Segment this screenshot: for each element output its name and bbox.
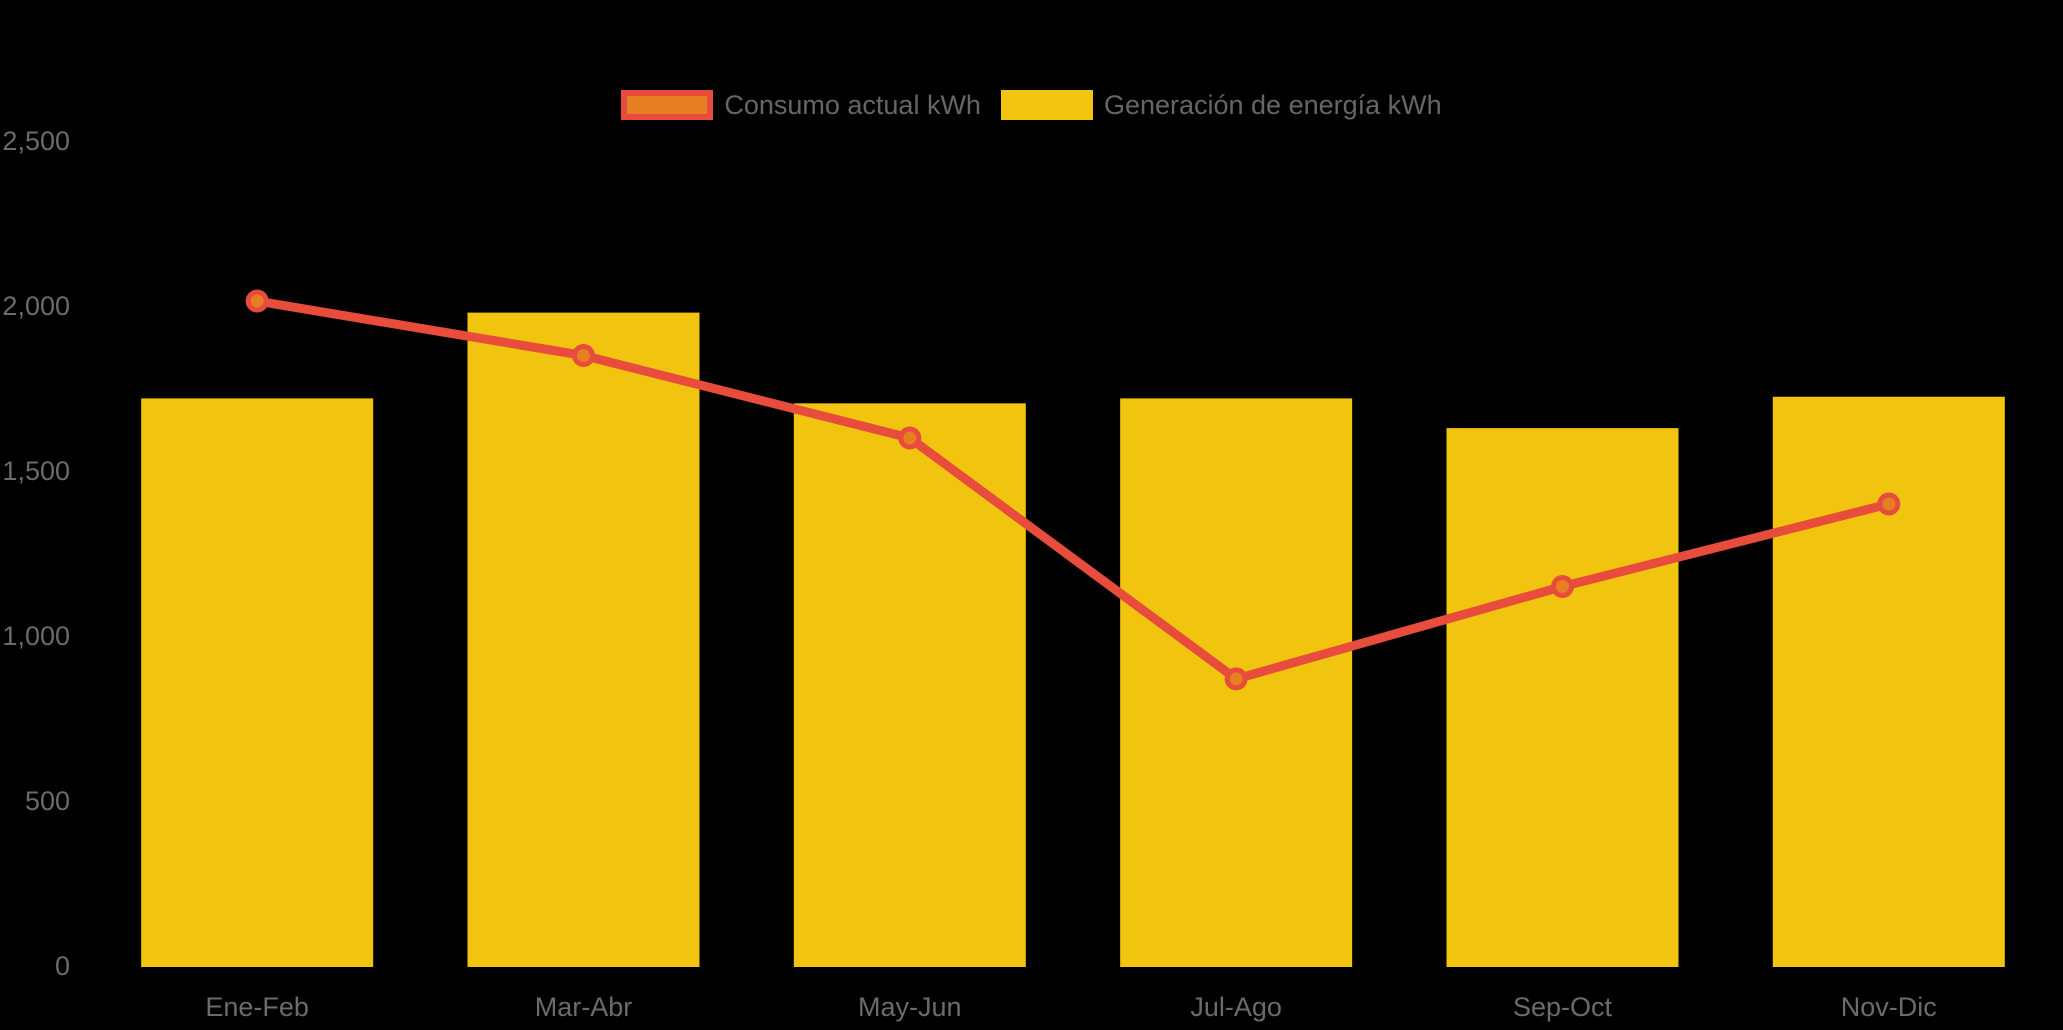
bar-sep-oct[interactable] [1446,428,1679,968]
data-point-may-jun[interactable] [898,426,922,450]
legend-label-generacion: Generación de energía kWh [1103,90,1442,120]
data-point-jul-ago[interactable] [1224,667,1248,691]
legend-swatch-generacion [1000,90,1093,120]
chart-legend: Consumo actual kWh Generación de energía… [0,90,2063,120]
x-axis-tick-label: May-Jun [858,992,962,1022]
y-axis-tick-label: 2,000 [2,291,70,321]
bar-nov-dic[interactable] [1772,396,2005,967]
data-point-mar-abr[interactable] [571,344,595,367]
data-point-nov-dic[interactable] [1877,492,1901,516]
legend-label-consumo: Consumo actual kWh [724,90,981,120]
x-axis-tick-label: Ene-Feb [205,992,309,1022]
bar-mar-abr[interactable] [467,312,700,968]
y-axis-tick-label: 2,500 [2,126,70,156]
y-axis-tick-label: 1,500 [2,456,70,486]
consumo-line [252,296,1894,684]
y-axis-tick-label: 500 [25,786,70,816]
legend-item-generacion[interactable]: Generación de energía kWh [1000,90,1442,120]
data-point-ene-feb[interactable] [245,289,269,313]
y-axis-tick-label: 1,000 [2,621,70,651]
x-axis-tick-label: Sep-Oct [1513,992,1613,1022]
y-axis-tick-label: 0 [55,951,70,981]
legend-swatch-consumo [621,90,714,120]
data-point-sep-oct[interactable] [1550,575,1574,598]
x-axis-tick-label: Nov-Dic [1841,992,1937,1022]
bar-ene-feb[interactable] [141,398,374,967]
x-axis-tick-label: Jul-Ago [1190,992,1282,1022]
x-axis-tick-label: Mar-Abr [535,992,633,1022]
legend-item-consumo[interactable]: Consumo actual kWh [621,90,981,120]
bar-may-jun[interactable] [793,403,1026,968]
